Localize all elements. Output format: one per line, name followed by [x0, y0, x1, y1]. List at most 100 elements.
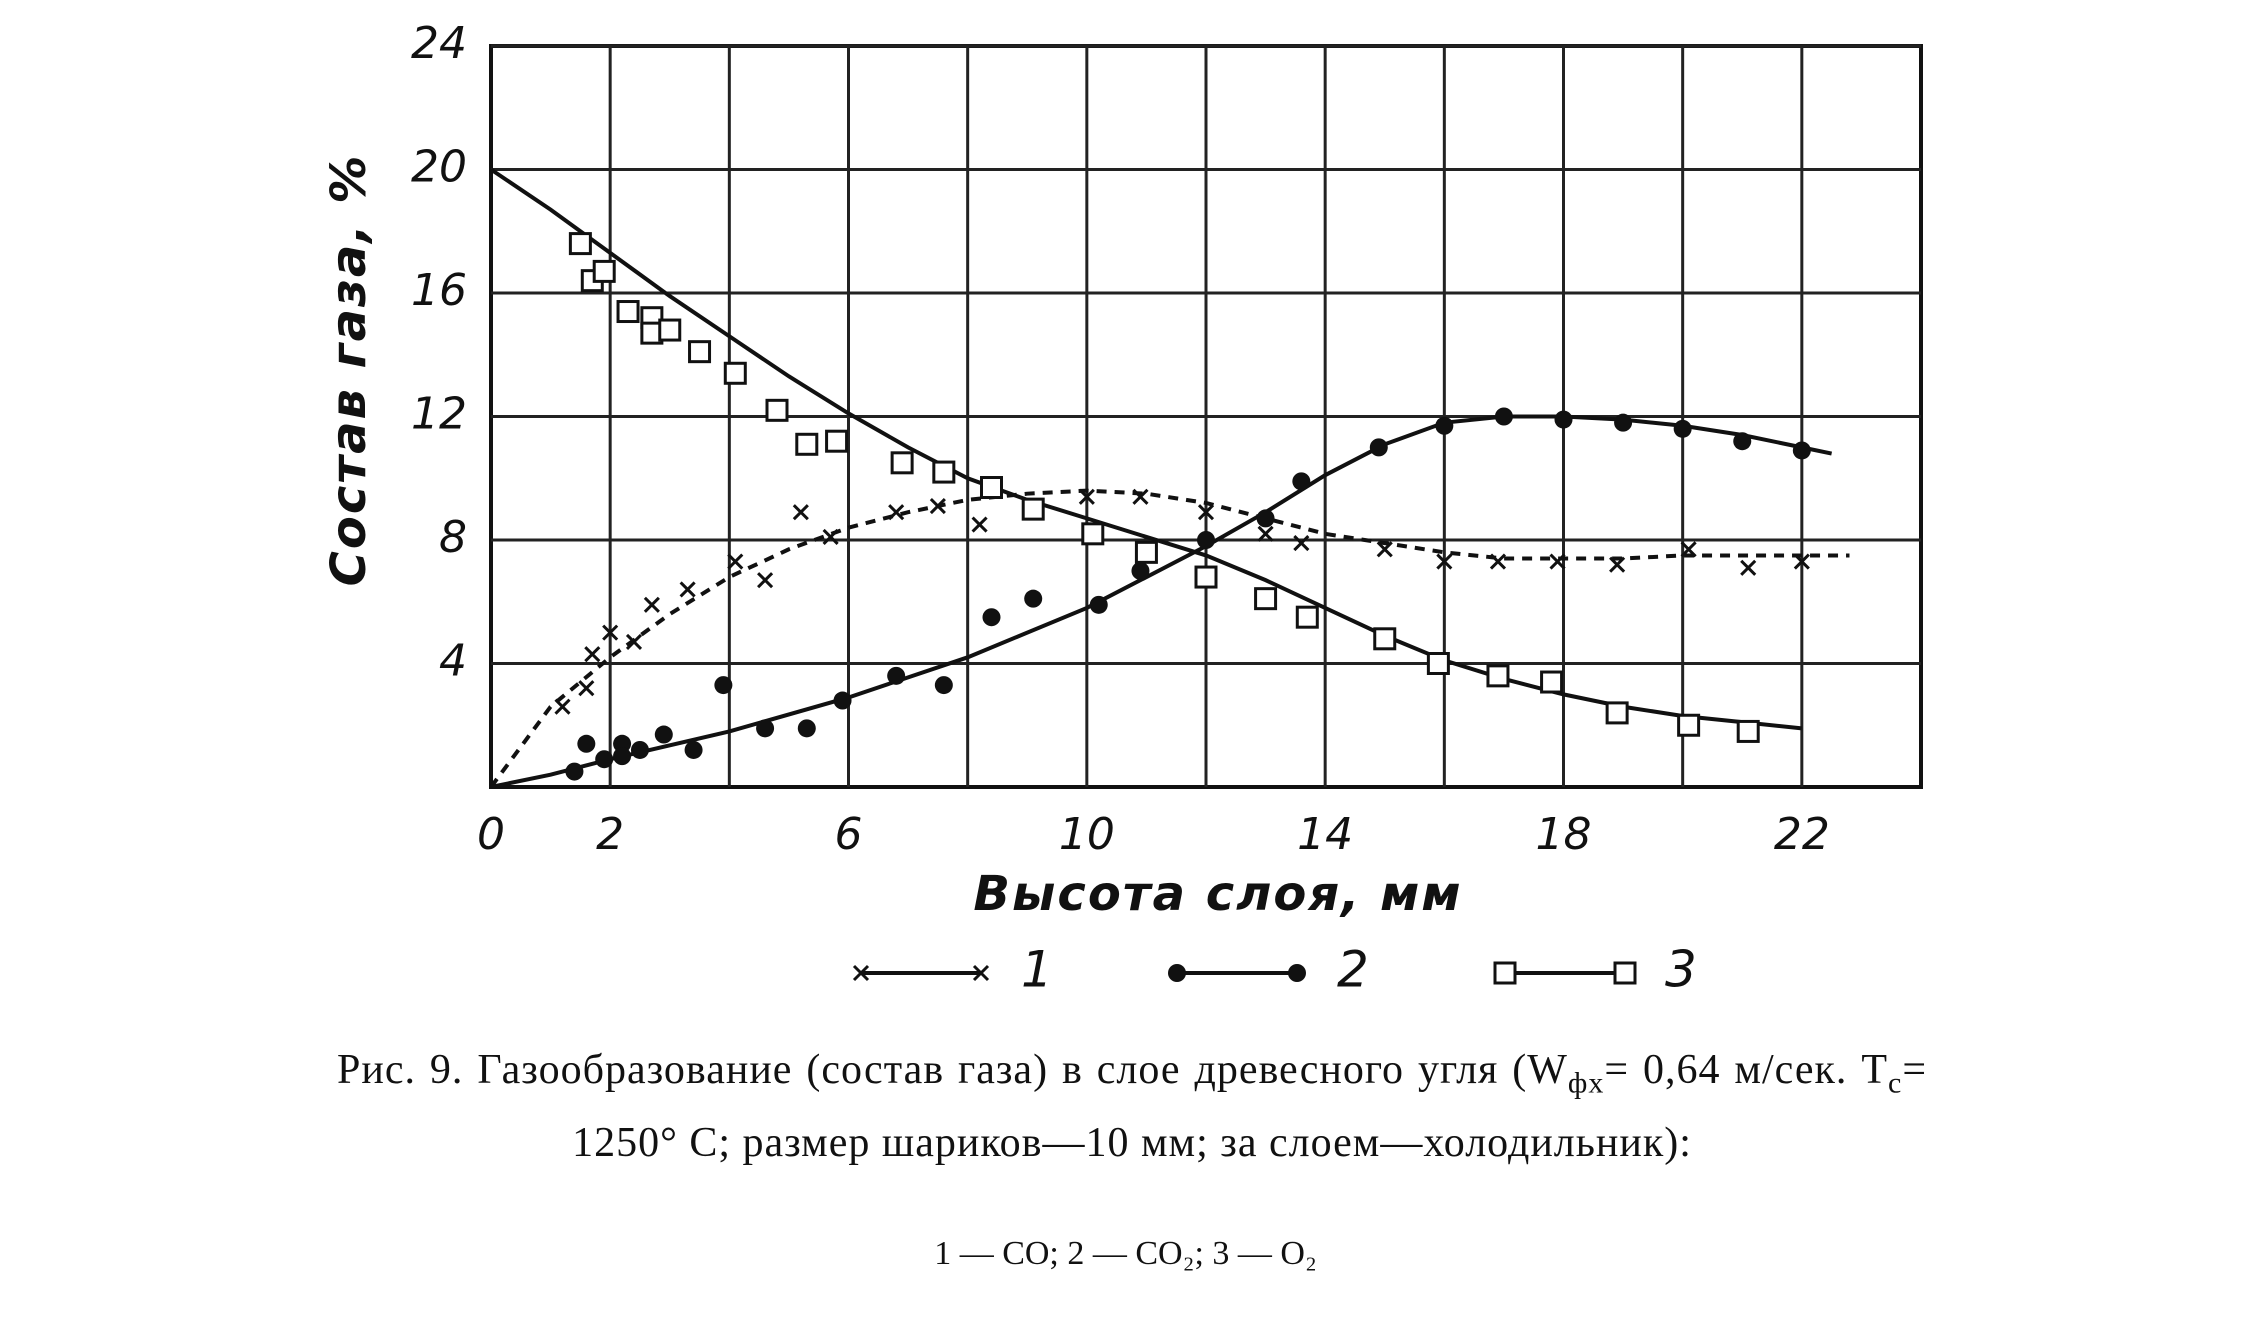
square-marker	[1736, 719, 1760, 743]
caption-note: 1 — CO; 2 — CO₂; 3 — O₂	[934, 1235, 1317, 1272]
dot-marker	[1494, 407, 1513, 426]
caption-subscript: фх	[1567, 1066, 1605, 1100]
fit-curve	[489, 167, 1803, 731]
square-marker	[568, 232, 592, 256]
legend-marker	[852, 964, 870, 982]
dot-marker	[714, 676, 733, 695]
x-marker	[1549, 553, 1566, 570]
legend-marker	[1288, 964, 1306, 982]
x-marker	[584, 646, 601, 663]
y-axis-label: Состав газа, %	[321, 154, 377, 587]
dot-marker	[654, 725, 673, 744]
x-marker	[792, 504, 809, 521]
y-tick-label: 12	[411, 389, 467, 440]
dot-marker	[1131, 561, 1150, 580]
caption-text: = 0,64 м/сек. T	[1604, 1047, 1888, 1093]
square-marker	[1426, 652, 1450, 675]
x-marker	[888, 504, 905, 521]
square-marker	[765, 398, 789, 422]
legend-marker	[1168, 964, 1186, 982]
dot-marker	[613, 747, 632, 766]
x-marker	[602, 624, 619, 641]
dot-marker	[595, 750, 614, 769]
fit-curve	[489, 488, 1850, 789]
caption-text: Рис. 9. Газообразование (состав газа) в …	[337, 1047, 1568, 1093]
y-tick-label: 20	[411, 142, 467, 193]
y-tick-label: 24	[411, 18, 467, 69]
x-tick-label: 14	[1297, 809, 1353, 860]
dot-marker	[1733, 432, 1752, 451]
x-marker	[757, 572, 774, 589]
x-marker	[1740, 559, 1757, 576]
dot-marker	[1673, 419, 1692, 438]
square-marker	[592, 259, 616, 283]
square-marker	[1373, 627, 1397, 651]
square-marker	[723, 361, 747, 385]
legend-marker	[972, 964, 990, 982]
dot-marker	[1024, 589, 1043, 608]
x-marker	[1609, 556, 1626, 573]
y-tick-label: 8	[439, 512, 467, 563]
dot-marker	[630, 740, 649, 759]
x-marker	[1680, 541, 1697, 558]
x-marker	[1078, 488, 1095, 505]
square-marker	[1540, 670, 1564, 694]
legend-label: 1	[1021, 941, 1053, 999]
x-marker	[727, 553, 744, 570]
dot-marker	[684, 740, 703, 759]
x-marker	[971, 516, 988, 533]
legend-label: 2	[1337, 941, 1369, 999]
dot-marker	[1197, 531, 1215, 549]
square-marker	[795, 432, 819, 456]
dot-marker	[577, 734, 596, 753]
y-tick-label: 16	[411, 265, 467, 316]
square-marker	[825, 429, 849, 453]
x-axis-label: Высота слоя, мм	[973, 866, 1462, 922]
dot-marker	[1614, 413, 1633, 432]
dot-marker	[797, 719, 816, 738]
legend-marker	[1613, 961, 1637, 985]
dot-marker	[1435, 416, 1454, 435]
x-marker	[625, 633, 643, 650]
dot-marker	[1089, 595, 1108, 614]
dot-marker	[1256, 509, 1275, 528]
x-marker	[554, 698, 571, 715]
square-marker	[616, 300, 640, 324]
dot-marker	[833, 691, 852, 710]
square-marker	[1295, 605, 1319, 629]
square-marker	[1134, 540, 1158, 564]
dot-marker	[613, 734, 632, 753]
square-marker	[890, 451, 914, 475]
x-marker	[679, 581, 696, 598]
x-marker	[1793, 553, 1810, 570]
x-marker	[643, 596, 660, 613]
x-marker	[1197, 504, 1215, 521]
dot-marker	[756, 719, 775, 738]
square-marker	[980, 476, 1003, 500]
caption-text: = 1250° С; размер шариков—10 мм; за слое…	[572, 1047, 1927, 1167]
square-marker	[1254, 587, 1278, 611]
x-tick-label: 2	[596, 809, 624, 860]
square-marker	[1486, 664, 1510, 688]
dot-marker	[934, 676, 953, 695]
x-marker	[1376, 541, 1393, 558]
square-marker	[1605, 701, 1629, 725]
x-tick-label: 6	[835, 809, 863, 860]
x-marker	[1257, 525, 1274, 542]
dot-marker	[1554, 410, 1573, 429]
caption: Рис. 9. Газообразование (состав газа) в …	[337, 1040, 1927, 1173]
x-marker	[1293, 535, 1310, 552]
square-marker	[1677, 713, 1701, 737]
dot-marker	[982, 608, 1001, 627]
x-tick-label: 22	[1774, 809, 1830, 860]
x-marker	[1436, 553, 1453, 570]
y-tick-label: 4	[439, 636, 467, 687]
square-marker	[932, 460, 956, 484]
legend-marker	[1493, 961, 1517, 985]
x-marker	[929, 497, 946, 515]
dot-marker	[1369, 438, 1388, 457]
x-tick-label: 0	[477, 809, 505, 860]
square-marker	[1081, 522, 1105, 546]
